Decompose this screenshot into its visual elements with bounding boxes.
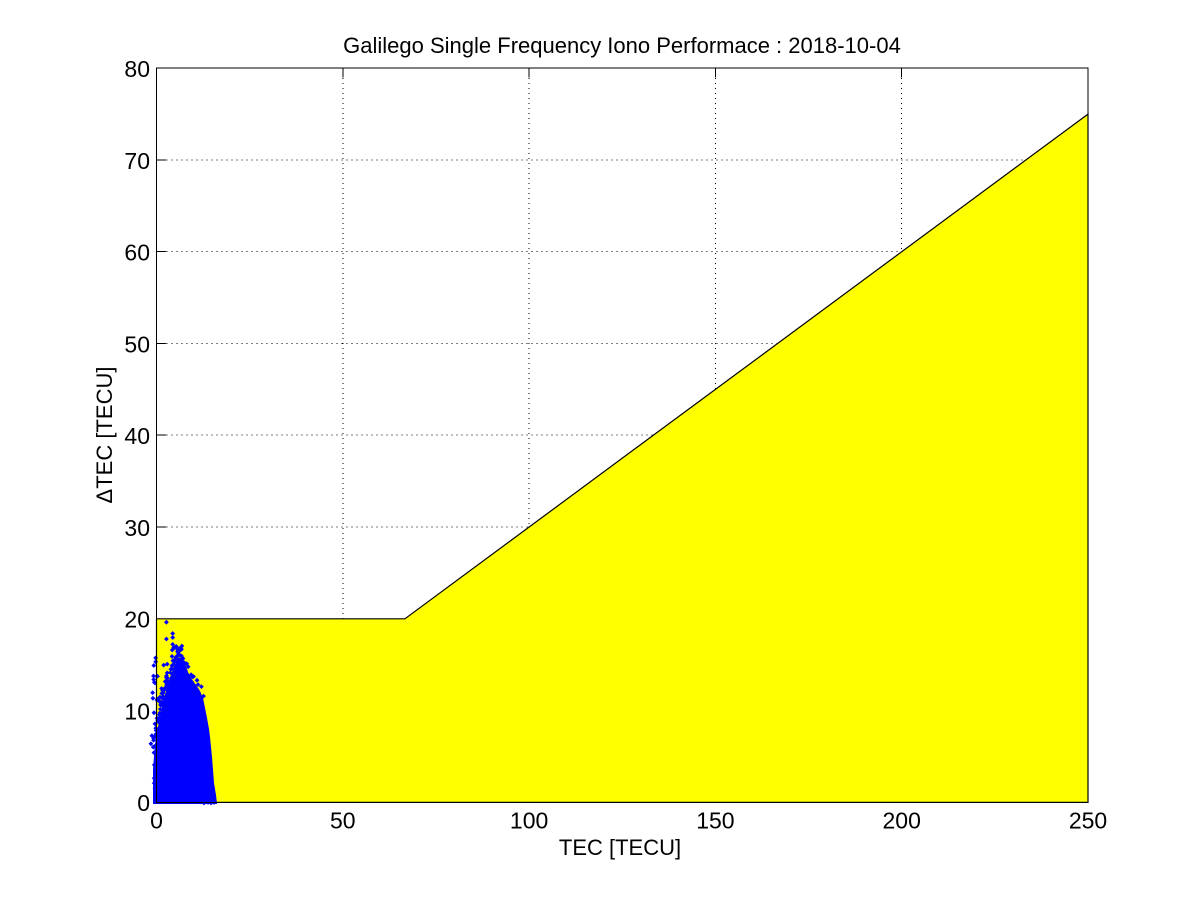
svg-text:0: 0 xyxy=(150,807,163,833)
svg-text:50: 50 xyxy=(124,331,150,357)
svg-text:70: 70 xyxy=(124,148,150,174)
svg-text:Galilego Single Frequency Iono: Galilego Single Frequency Iono Performac… xyxy=(343,33,901,58)
svg-text:250: 250 xyxy=(1069,807,1107,833)
svg-text:0: 0 xyxy=(137,790,150,816)
svg-text:TEC [TECU]: TEC [TECU] xyxy=(559,835,681,860)
svg-text:200: 200 xyxy=(883,807,921,833)
svg-text:10: 10 xyxy=(124,698,150,724)
svg-text:80: 80 xyxy=(124,56,150,82)
svg-text:60: 60 xyxy=(124,240,150,266)
svg-text:150: 150 xyxy=(696,807,734,833)
svg-text:50: 50 xyxy=(330,807,356,833)
svg-text:100: 100 xyxy=(510,807,548,833)
svg-text:ΔTEC [TECU]: ΔTEC [TECU] xyxy=(92,367,117,504)
svg-text:20: 20 xyxy=(124,607,150,633)
svg-text:40: 40 xyxy=(124,423,150,449)
svg-text:30: 30 xyxy=(124,515,150,541)
